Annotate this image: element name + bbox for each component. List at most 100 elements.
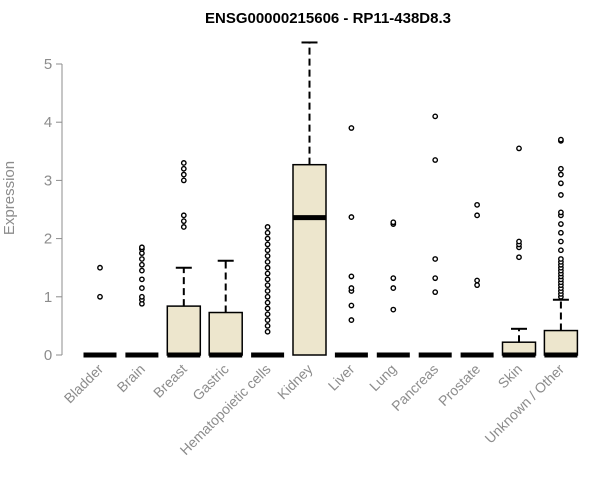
outlier-point — [348, 214, 355, 220]
x-tick-label: Skin — [495, 361, 526, 392]
outlier-point — [180, 177, 187, 184]
outlier-point — [348, 302, 355, 309]
outlier-point — [558, 180, 564, 187]
outlier-point — [432, 113, 439, 120]
box-group — [251, 224, 285, 358]
box-group — [83, 264, 117, 358]
x-tick-label: Prostate — [435, 361, 483, 409]
outlier-point — [138, 267, 145, 274]
outlier-point — [180, 212, 187, 219]
outlier-point — [264, 241, 271, 248]
outlier-point — [558, 165, 564, 172]
outlier-point — [264, 305, 271, 312]
outlier-point — [474, 277, 480, 284]
outlier-point — [180, 224, 187, 230]
outlier-point — [558, 209, 564, 216]
outlier-point — [264, 276, 271, 283]
outlier-point — [264, 317, 271, 323]
outlier-point — [138, 285, 145, 291]
outlier-point — [558, 256, 564, 262]
outlier-point — [264, 253, 271, 259]
x-tick-label: Bladder — [61, 361, 107, 407]
outlier-point — [516, 145, 522, 152]
outlier-point — [264, 293, 271, 300]
y-tick-label: 2 — [44, 231, 52, 248]
chart-title: ENSG00000215606 - RP11-438D8.3 — [205, 10, 451, 27]
outlier-point — [180, 171, 187, 178]
y-tick-label: 5 — [44, 56, 52, 73]
outlier-point — [390, 275, 397, 282]
box-group — [208, 259, 243, 358]
x-tick-label: Brain — [114, 361, 148, 395]
outlier-point — [97, 264, 103, 271]
outlier-point — [390, 285, 397, 291]
outlier-point — [558, 171, 564, 178]
box-body — [208, 311, 243, 356]
box-body — [292, 163, 327, 356]
box-group — [166, 160, 202, 358]
y-tick-label: 3 — [44, 172, 52, 189]
outlier-point — [138, 261, 145, 268]
outlier-point — [558, 136, 564, 143]
box-group — [418, 113, 452, 358]
box-group — [501, 145, 537, 358]
y-tick-label: 1 — [44, 289, 52, 306]
outlier-point — [558, 192, 564, 198]
x-tick-label: Pancreas — [388, 361, 441, 414]
outlier-point — [474, 282, 480, 289]
outlier-point — [474, 201, 480, 208]
outlier-point — [138, 256, 145, 262]
outlier-point — [264, 322, 271, 329]
outlier-point — [432, 256, 439, 262]
outlier-point — [264, 288, 271, 294]
x-tick-label: Breast — [150, 361, 190, 401]
outlier-point — [138, 276, 145, 283]
box-body — [166, 305, 202, 356]
outlier-point — [432, 289, 439, 296]
outlier-point — [558, 247, 564, 254]
outlier-point — [390, 306, 397, 313]
box-group — [292, 41, 327, 356]
outlier-point — [264, 258, 271, 265]
outlier-point — [97, 293, 103, 300]
outlier-point — [264, 229, 271, 236]
box-group — [125, 244, 159, 358]
outlier-point — [264, 311, 271, 318]
outlier-point — [180, 165, 187, 172]
outlier-point — [264, 235, 271, 242]
x-tick-label: Unknown / Other — [481, 361, 567, 447]
outlier-point — [180, 160, 187, 166]
outlier-point — [264, 247, 271, 254]
outlier-point — [264, 282, 271, 289]
box-group — [460, 201, 494, 358]
outlier-point — [348, 273, 355, 280]
outlier-point — [264, 328, 271, 335]
outlier-point — [516, 254, 522, 261]
outlier-point — [558, 229, 564, 236]
y-tick-label: 4 — [44, 114, 52, 131]
outlier-point — [264, 299, 271, 306]
outlier-point — [432, 157, 439, 163]
box-group — [376, 219, 410, 358]
outlier-point — [558, 238, 564, 245]
outlier-point — [558, 221, 564, 227]
outlier-point — [516, 238, 522, 245]
y-tick-label: 0 — [44, 347, 52, 364]
outlier-point — [348, 285, 355, 291]
outlier-point — [138, 293, 145, 300]
x-tick-label: Liver — [325, 361, 358, 394]
y-axis: 0 1 2 3 4 5 — [44, 56, 63, 364]
outlier-point — [348, 125, 355, 131]
x-tick-label: Kidney — [274, 361, 316, 403]
outlier-point — [264, 270, 271, 277]
outlier-point — [264, 264, 271, 271]
outlier-point — [180, 218, 187, 225]
box-group — [334, 125, 368, 358]
x-tick-label: Lung — [366, 361, 399, 394]
box-group — [543, 136, 579, 358]
y-axis-label: Expression — [1, 161, 18, 235]
outlier-point — [348, 317, 355, 323]
